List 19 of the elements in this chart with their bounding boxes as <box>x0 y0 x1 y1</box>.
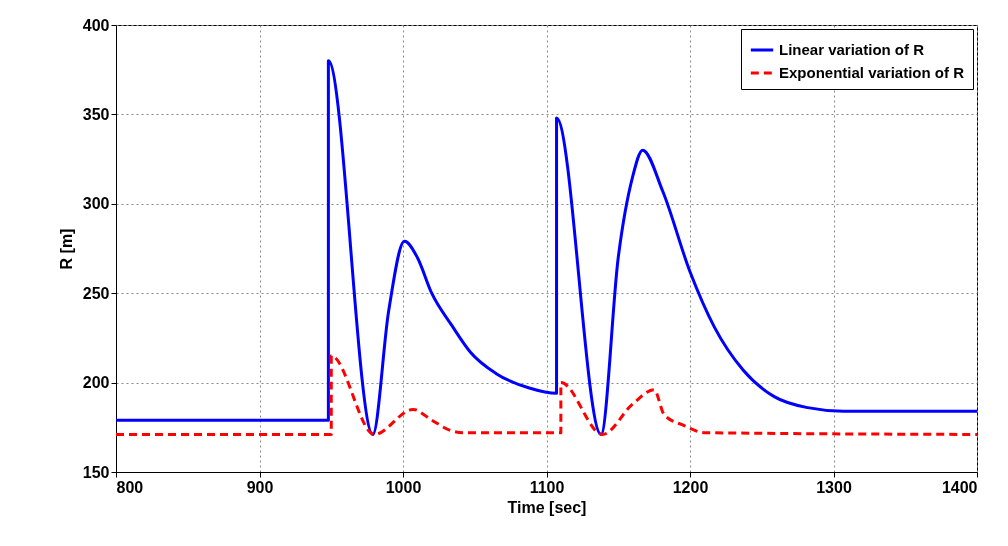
legend-label: Exponential variation of R <box>779 64 965 81</box>
x-tick-label: 1200 <box>672 478 709 496</box>
x-axis-title: Time [sec] <box>507 498 587 516</box>
x-tick-label: 800 <box>116 478 144 496</box>
y-axis-title: R [m] <box>57 228 75 270</box>
line-series <box>116 354 977 436</box>
y-tick-label: 400 <box>82 16 110 34</box>
x-tick-label: 1300 <box>816 478 852 496</box>
y-tick-label: 350 <box>82 105 110 123</box>
x-tick-label: 1400 <box>941 478 978 496</box>
legend-label: Linear variation of R <box>779 41 925 58</box>
y-tick-label: 300 <box>82 195 110 213</box>
line-series <box>116 59 977 436</box>
x-tick-label: 1100 <box>529 478 565 496</box>
y-tick-label: 150 <box>82 463 110 481</box>
x-tick-label: 900 <box>246 478 274 496</box>
x-tick-label: 1000 <box>385 478 422 496</box>
y-tick-label: 250 <box>82 284 110 302</box>
y-tick-label: 200 <box>82 374 110 392</box>
